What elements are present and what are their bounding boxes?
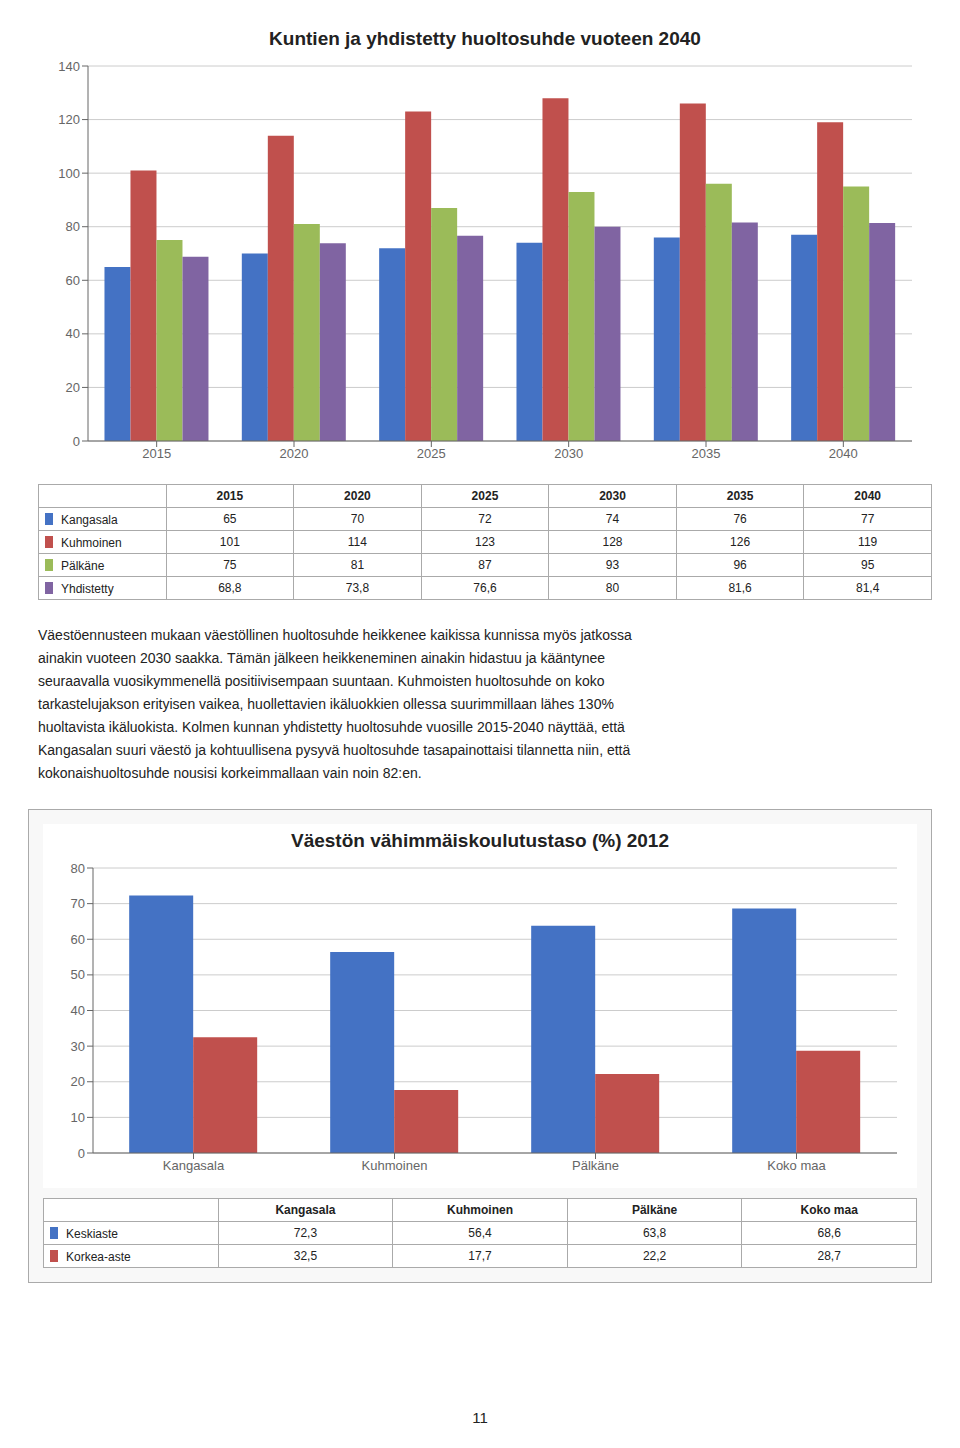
- html-text:81: 81: [350, 558, 365, 572]
- svg-text:60: 60: [66, 273, 80, 288]
- html-text:77: 77: [861, 512, 875, 526]
- html-text:2020: 2020: [344, 489, 371, 503]
- svg-text:10: 10: [71, 1110, 85, 1125]
- html-text:81,6: 81,6: [728, 581, 752, 595]
- html-text:114: 114: [347, 535, 367, 549]
- html-text:ainakin vuoteen 2030 saakka. T: ainakin vuoteen 2030 saakka. Tämän jälke…: [38, 650, 606, 666]
- svg-text:50: 50: [71, 967, 85, 982]
- html-text:73,8: 73,8: [345, 581, 370, 595]
- html-text:70: 70: [350, 512, 365, 526]
- html-text:Kangasalan suuri väestö ja koh: Kangasalan suuri väestö ja kohtuullisena…: [38, 742, 631, 758]
- html-text:kokonaishuoltosuhde nousisi ko: kokonaishuoltosuhde nousisi korkeimmalla…: [38, 765, 422, 781]
- html-text:Kuhmoinen: Kuhmoinen: [447, 1203, 513, 1217]
- svg-text:2035: 2035: [692, 446, 721, 461]
- svg-text:60: 60: [71, 932, 85, 947]
- html-text:65: 65: [223, 512, 237, 526]
- svg-text:70: 70: [71, 896, 85, 911]
- html-text:Keskiaste: Keskiaste: [66, 1226, 118, 1241]
- html-text:68,8: 68,8: [218, 581, 242, 595]
- html-text:17,7: 17,7: [468, 1249, 492, 1263]
- svg-text:80: 80: [66, 219, 80, 234]
- html-text:72,3: 72,3: [293, 1226, 318, 1240]
- html-text:128: 128: [602, 535, 623, 549]
- html-text:Kangasala: Kangasala: [275, 1203, 336, 1217]
- svg-text:140: 140: [58, 59, 80, 74]
- html-text:22,2: 22,2: [642, 1249, 667, 1263]
- html-text:11: 11: [472, 1409, 488, 1426]
- html-text:tarkastelujakson erityisen vai: tarkastelujakson erityisen vaikea, huoll…: [38, 696, 614, 712]
- svg-text:Pälkäne: Pälkäne: [572, 1158, 619, 1173]
- html-text:Pälkäne: Pälkäne: [631, 1203, 678, 1217]
- svg-text:Kangasala: Kangasala: [163, 1158, 225, 1173]
- svg-text:30: 30: [71, 1039, 85, 1054]
- svg-text:2020: 2020: [280, 446, 309, 461]
- html-text:72: 72: [478, 512, 492, 526]
- svg-text:40: 40: [71, 1003, 85, 1018]
- html-text:76: 76: [733, 512, 747, 526]
- svg-text:2015: 2015: [142, 446, 171, 461]
- svg-text:0: 0: [73, 434, 80, 449]
- html-text:126: 126: [730, 535, 751, 549]
- html-text:95: 95: [861, 558, 875, 572]
- html-text:87: 87: [478, 558, 492, 572]
- html-text:seuraavalla vuosikymmenellä po: seuraavalla vuosikymmenellä positiivisem…: [38, 673, 605, 689]
- svg-text:20: 20: [66, 380, 80, 395]
- html-text:Kuntien ja yhdistetty huoltosu: Kuntien ja yhdistetty huoltosuhde vuotee…: [269, 28, 701, 49]
- svg-text:0: 0: [78, 1146, 85, 1161]
- html-text:2030: 2030: [599, 489, 626, 503]
- html-text:32,5: 32,5: [293, 1249, 318, 1263]
- html-text:119: 119: [858, 535, 878, 549]
- svg-text:120: 120: [58, 112, 80, 127]
- html-text:2040: 2040: [854, 489, 881, 503]
- html-text:huoltavista ikäluokista. Kolme: huoltavista ikäluokista. Kolmen kunnan y…: [38, 719, 625, 735]
- svg-text:40: 40: [66, 326, 80, 341]
- html-text:2035: 2035: [726, 489, 754, 503]
- html-text:68,6: 68,6: [817, 1226, 841, 1240]
- html-text:56,4: 56,4: [468, 1226, 492, 1240]
- html-text:63,8: 63,8: [642, 1226, 667, 1240]
- html-text:Pälkäne: Pälkäne: [61, 558, 105, 573]
- html-text:Väestöennusteen mukaan väestöl: Väestöennusteen mukaan väestöllinen huol…: [38, 627, 632, 643]
- svg-text:20: 20: [71, 1074, 85, 1089]
- html-text:Yhdistetty: Yhdistetty: [61, 581, 114, 596]
- svg-text:2030: 2030: [554, 446, 583, 461]
- html-text:Kangasala: Kangasala: [61, 512, 118, 527]
- html-text:75: 75: [223, 558, 237, 572]
- svg-text:Koko maa: Koko maa: [767, 1158, 826, 1173]
- svg-text:80: 80: [71, 861, 85, 876]
- html-text:2025: 2025: [471, 489, 499, 503]
- svg-text:Kuhmoinen: Kuhmoinen: [362, 1158, 428, 1173]
- html-text:101: 101: [219, 535, 240, 549]
- svg-text:2040: 2040: [829, 446, 858, 461]
- html-text:80: 80: [605, 581, 620, 595]
- html-text:123: 123: [475, 535, 495, 549]
- html-text:Korkea-aste: Korkea-aste: [66, 1249, 131, 1264]
- html-text:Kuhmoinen: Kuhmoinen: [61, 535, 122, 550]
- html-text:76,6: 76,6: [473, 581, 497, 595]
- svg-text:100: 100: [58, 166, 80, 181]
- html-text:74: 74: [605, 512, 620, 526]
- html-text:Koko maa: Koko maa: [800, 1203, 858, 1217]
- html-text:93: 93: [605, 558, 620, 572]
- html-text:Väestön vähimmäiskoulutustaso: Väestön vähimmäiskoulutustaso (%) 2012: [291, 830, 669, 851]
- svg-text:2025: 2025: [417, 446, 446, 461]
- html-text:96: 96: [733, 558, 747, 572]
- html-text:28,7: 28,7: [817, 1249, 841, 1263]
- html-text:81,4: 81,4: [856, 581, 880, 595]
- html-text:2015: 2015: [216, 489, 244, 503]
